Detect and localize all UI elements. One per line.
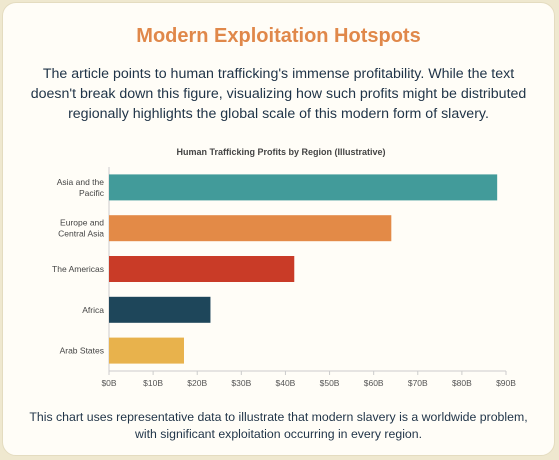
x-tick-label: $80B bbox=[452, 378, 472, 388]
intro-text: The article points to human trafficking'… bbox=[30, 66, 527, 122]
category-label-0: Asia and the Pacific bbox=[57, 177, 105, 198]
footer-note: This chart uses representative data to i… bbox=[29, 410, 528, 441]
bar-2 bbox=[109, 256, 295, 282]
category-label-line: Asia and the bbox=[57, 177, 105, 187]
category-label-line: Arab States bbox=[60, 346, 104, 356]
x-tick-label: $90B bbox=[496, 378, 516, 388]
category-label-line: Central Asia bbox=[58, 229, 104, 239]
card: Modern Exploitation Hotspots The article… bbox=[2, 2, 555, 456]
x-tick-label: $50B bbox=[320, 378, 340, 388]
bar-1 bbox=[109, 215, 392, 242]
x-tick-label: $10B bbox=[143, 378, 163, 388]
category-label-line: The Americas bbox=[52, 264, 104, 274]
x-tick-label: $60B bbox=[364, 378, 384, 388]
x-tick-label: $0B bbox=[101, 378, 116, 388]
x-tick-label: $20B bbox=[187, 378, 207, 388]
x-tick-label: $70B bbox=[408, 378, 428, 388]
category-label-line: Africa bbox=[82, 305, 104, 315]
page-title: Modern Exploitation Hotspots bbox=[136, 25, 421, 47]
bar-chart: Human Trafficking Profits by Region (Ill… bbox=[52, 147, 516, 388]
category-label-3: Africa bbox=[82, 305, 104, 315]
x-tick-label: $40B bbox=[276, 378, 296, 388]
category-label-line: Europe and bbox=[60, 218, 104, 228]
category-label-4: Arab States bbox=[60, 346, 104, 356]
chart-title: Human Trafficking Profits by Region (Ill… bbox=[176, 147, 385, 157]
category-label-2: The Americas bbox=[52, 264, 104, 274]
category-label-line: Pacific bbox=[79, 188, 105, 198]
bar-4 bbox=[109, 337, 184, 364]
bar-0 bbox=[109, 174, 498, 201]
bar-3 bbox=[109, 296, 211, 323]
x-tick-label: $30B bbox=[231, 378, 251, 388]
category-label-1: Europe and Central Asia bbox=[58, 218, 104, 239]
